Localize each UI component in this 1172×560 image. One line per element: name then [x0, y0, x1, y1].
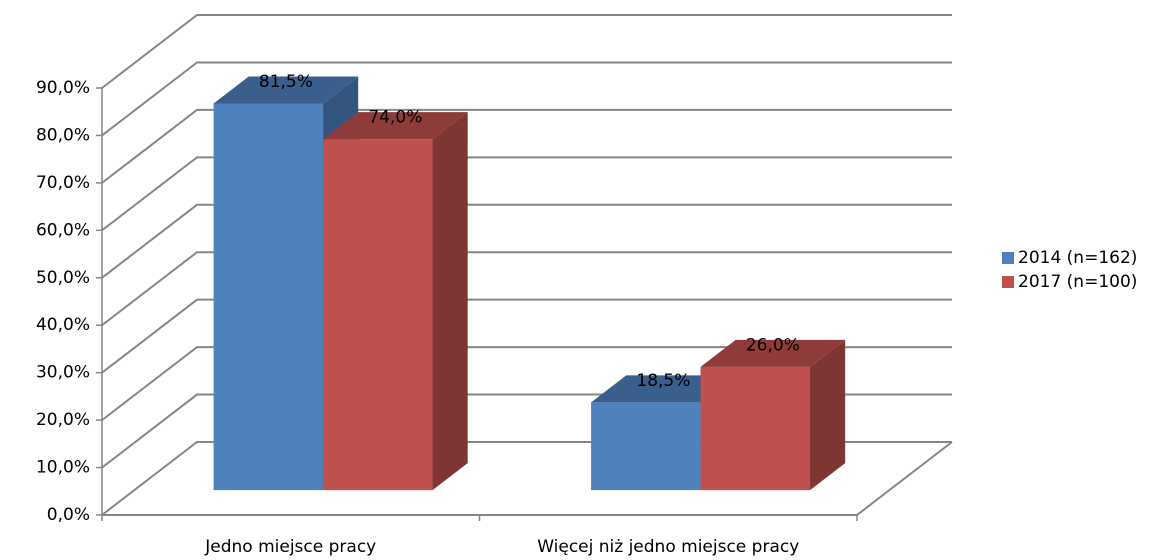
bar-side [432, 112, 468, 491]
y-tick-label: 10,0% [36, 458, 90, 478]
bar [323, 112, 468, 491]
legend-swatch [1002, 252, 1014, 264]
y-tick-label: 80,0% [36, 125, 90, 145]
bar-front [213, 103, 324, 491]
y-tick-label: 20,0% [36, 410, 90, 430]
x-tick-label: Więcej niż jedno miejsce pracy [537, 537, 799, 557]
grid-line [101, 61, 952, 137]
value-label: 74,0% [368, 108, 422, 128]
bar-top [591, 375, 736, 403]
grid-line [101, 251, 952, 327]
y-tick-label: 40,0% [36, 315, 90, 335]
bar-front [591, 402, 701, 491]
x-tick-label: Jedno miejsce pracy [204, 537, 376, 557]
grid-line [101, 346, 952, 421]
legend-label: 2014 (n=162) [1018, 248, 1137, 268]
value-label: 26,0% [746, 335, 800, 355]
bar-front [700, 366, 811, 491]
legend-label: 2017 (n=100) [1018, 272, 1137, 292]
grid-line [101, 108, 952, 184]
grid-line [101, 156, 952, 232]
bar-side [810, 339, 846, 491]
bar-top [323, 112, 468, 140]
grid-line [101, 14, 952, 89]
grid-line [101, 203, 952, 279]
y-tick-label: 0,0% [47, 505, 90, 525]
value-label: 18,5% [636, 371, 690, 391]
value-label: 81,5% [259, 72, 313, 92]
bar-front [323, 139, 433, 491]
y-tick-label: 90,0% [36, 78, 90, 98]
bar [700, 339, 846, 491]
y-tick-label: 70,0% [36, 173, 90, 193]
y-tick-label: 60,0% [36, 220, 90, 240]
bar-top [213, 76, 359, 104]
bar-top [700, 339, 846, 367]
legend-swatch [1002, 276, 1014, 288]
y-tick-label: 50,0% [36, 268, 90, 288]
y-tick-label: 30,0% [36, 363, 90, 383]
grid-line [101, 298, 952, 374]
